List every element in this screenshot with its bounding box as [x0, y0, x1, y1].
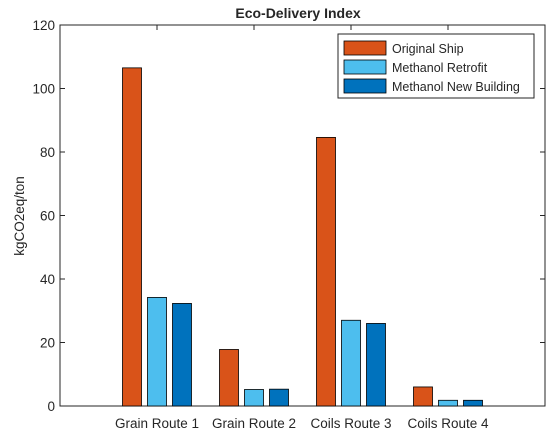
- y-tick-label: 100: [32, 82, 55, 97]
- legend-label: Methanol New Building: [392, 80, 520, 94]
- y-tick-label: 80: [40, 145, 55, 160]
- x-tick-label: Coils Route 3: [310, 416, 391, 431]
- bar: [122, 67, 142, 407]
- y-tick-label: 120: [32, 18, 55, 33]
- bar: [219, 349, 239, 407]
- x-tick-label: Coils Route 4: [407, 416, 489, 431]
- y-tick-label: 0: [47, 399, 55, 414]
- y-tick-label: 20: [40, 336, 55, 351]
- legend-label: Methanol Retrofit: [392, 61, 488, 75]
- bar: [269, 388, 289, 407]
- legend-swatch: [343, 59, 387, 75]
- tick-labels: 0 20 40 60 80 100 120 Grain Route 1 Grain Route …: [32, 18, 489, 431]
- y-tick-label: 60: [40, 209, 55, 224]
- bar: [366, 323, 386, 407]
- x-tick-label: Grain Route 1: [115, 416, 199, 431]
- bar: [316, 136, 336, 407]
- bars: [122, 67, 483, 407]
- y-axis-label: kgCO2eq/ton: [12, 176, 27, 256]
- legend-swatch: [343, 78, 387, 94]
- bar: [463, 399, 483, 407]
- bar: [438, 399, 458, 407]
- axes: [59, 24, 546, 407]
- bar: [147, 297, 167, 407]
- bar: [172, 303, 192, 407]
- bar: [413, 386, 433, 407]
- legend: Original Ship Methanol Retrofit Methanol N…: [337, 33, 535, 99]
- bar: [244, 389, 264, 407]
- x-tick-label: Grain Route 2: [212, 416, 296, 431]
- y-tick-label: 40: [40, 272, 55, 287]
- bar: [341, 319, 361, 407]
- legend-swatch: [343, 40, 387, 56]
- chart-title: Eco-Delivery Index: [235, 5, 360, 21]
- legend-label: Original Ship: [392, 42, 464, 56]
